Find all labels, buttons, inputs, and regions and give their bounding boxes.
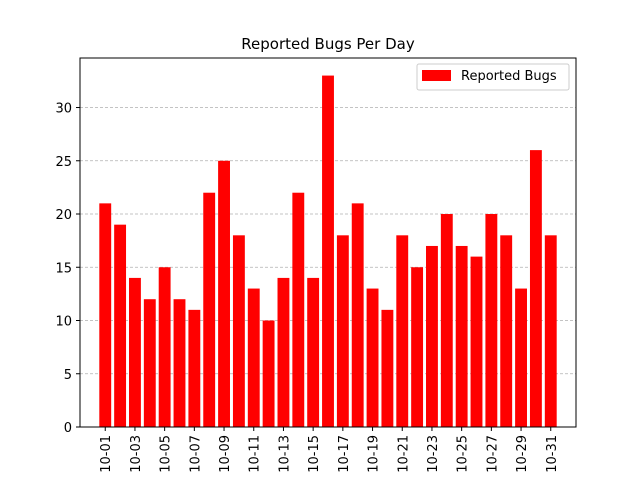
x-tick-label: 10-13: [277, 435, 292, 473]
x-tick-label: 10-11: [248, 435, 263, 473]
plot-frame: [79, 57, 577, 428]
x-axis: 10-01 10-03 10-05 10-07 10-09 10-11 10-13 10-15…: [99, 427, 560, 473]
x-tick-label: 10-27: [485, 435, 500, 473]
x-tick-label: 10-31: [545, 435, 560, 473]
y-tick-label: 15: [55, 261, 72, 276]
bar: [396, 235, 409, 427]
bar: [455, 245, 468, 427]
y-tick-label: 25: [55, 155, 72, 170]
y-tick-label: 20: [55, 208, 72, 223]
bar: [544, 235, 557, 427]
x-tick-label: 10-17: [337, 435, 352, 473]
bar: [366, 288, 379, 427]
y-axis: 0 5 10 15 20 25 30: [55, 102, 80, 436]
bar: [515, 288, 527, 427]
bar: [470, 256, 483, 427]
bar: [232, 235, 245, 427]
bar: [411, 267, 424, 427]
x-tick-label: 10-29: [515, 435, 530, 473]
bar: [426, 245, 438, 427]
bar: [188, 309, 201, 427]
x-tick-label: 10-21: [396, 435, 411, 473]
bars: [99, 75, 557, 428]
y-tick-label: 0: [64, 421, 72, 436]
x-tick-label: 10-09: [218, 435, 233, 473]
bar: [114, 224, 127, 427]
legend-box: [416, 63, 570, 91]
x-tick-label: 10-01: [99, 435, 114, 473]
legend: Reported Bugs: [416, 63, 570, 91]
x-tick-label: 10-19: [367, 435, 382, 473]
y-tick-label: 5: [64, 368, 72, 383]
bar: [99, 203, 112, 427]
bar: [292, 192, 305, 427]
bar: [500, 235, 513, 427]
x-tick-label: 10-25: [456, 435, 471, 473]
bar: [247, 288, 260, 427]
x-tick-label: 10-07: [188, 435, 203, 473]
x-tick-label: 10-03: [129, 435, 144, 473]
bar: [277, 277, 290, 427]
bar: [158, 267, 171, 427]
bar: [336, 235, 349, 427]
bar: [218, 160, 230, 427]
bar: [485, 214, 498, 427]
bar: [143, 299, 156, 427]
bar: [307, 277, 320, 427]
y-tick-label: 10: [55, 315, 72, 330]
legend-label: Reported Bugs: [461, 69, 557, 84]
x-tick-label: 10-23: [426, 435, 441, 473]
bar: [529, 150, 542, 427]
bar: [129, 277, 141, 427]
bar: [262, 320, 275, 427]
bar: [351, 203, 364, 427]
bar: [381, 309, 394, 427]
bar: [203, 192, 216, 427]
x-tick-label: 10-05: [159, 435, 174, 473]
legend-swatch: [422, 70, 451, 81]
bar: [173, 299, 186, 427]
chart-title: Reported Bugs Per Day: [241, 35, 415, 53]
x-tick-label: 10-15: [307, 435, 322, 473]
y-tick-label: 30: [55, 102, 72, 117]
bar: [322, 75, 334, 428]
bar: [440, 214, 453, 427]
